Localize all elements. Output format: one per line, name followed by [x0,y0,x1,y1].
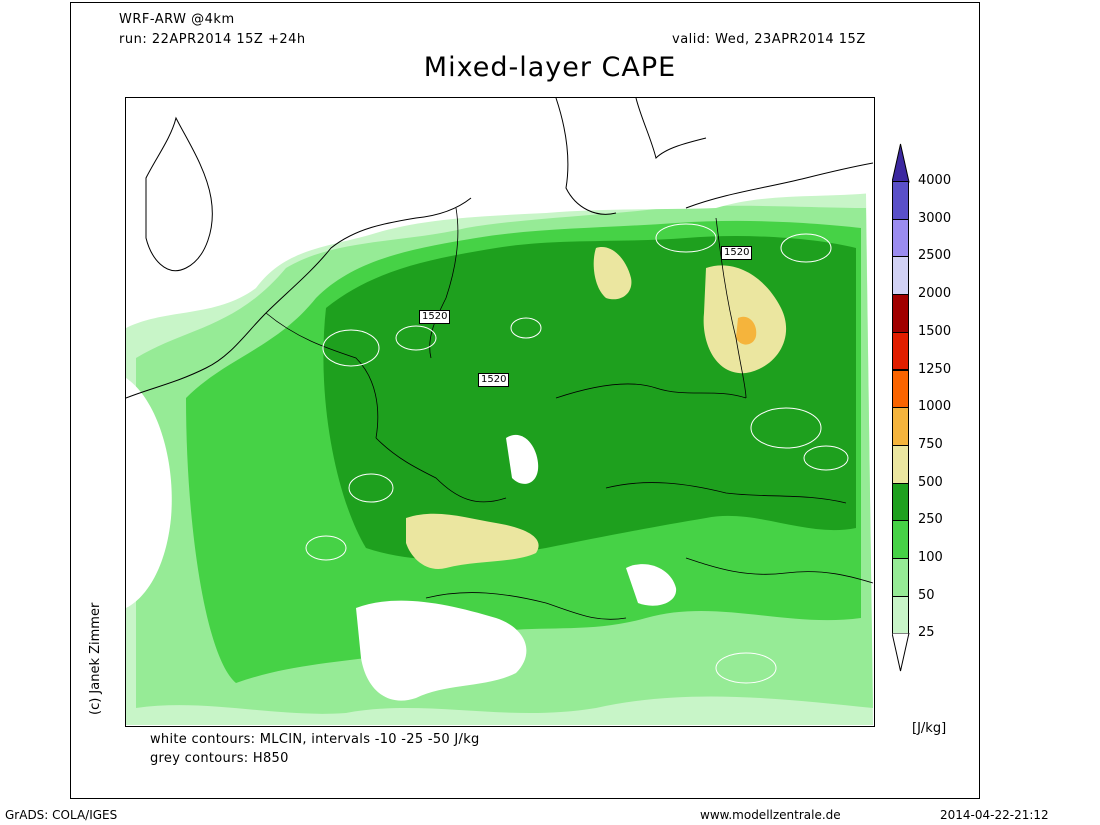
cape-area-250 [323,236,856,560]
cape-map: 1520 1520 1520 [125,97,875,727]
copyright: (c) Janek Zimmer [88,602,103,715]
colorbar-label: 2500 [918,248,952,264]
no-cape-area [126,98,873,328]
colorbar-label: 500 [918,474,943,490]
coastlines [126,98,873,399]
map-title: Mixed-layer CAPE [423,52,677,83]
cape-area-500 [406,513,539,569]
colorbar-label: 3000 [918,210,952,226]
colorbar-segment [892,482,909,522]
colorbar-segment [892,369,909,409]
colorbar-label: 4000 [918,173,952,188]
colorbar-units: [J/kg] [912,721,947,736]
colorbar-segment [892,595,909,635]
grey-contours-note: grey contours: H850 [150,751,289,766]
contour-label: 1520 [419,310,451,324]
colorbar-label: 1250 [918,361,952,377]
no-cape-area [126,378,172,608]
colorbar-segment [892,181,909,220]
colorbar-label: 250 [918,512,943,528]
white-contours-note: white contours: MLCIN, intervals -10 -25… [150,732,480,747]
footer-website: www.modellzentrale.de [700,808,841,822]
colorbar-label: 1000 [918,399,952,415]
model-name: WRF-ARW @4km [119,12,235,27]
country-borders [265,207,873,620]
colorbar-label: 50 [918,587,935,603]
colorbar-top-arrow [892,143,910,183]
no-cape-area [626,564,677,606]
colorbar-segment [892,444,909,484]
colorbar-label: 1500 [918,323,952,339]
colorbar-segment [892,331,909,371]
no-cape-area [356,600,527,701]
colorbar-segment [892,294,909,333]
valid-time: valid: Wed, 23APR2014 15Z [672,32,866,47]
footer-software: GrADS: COLA/IGES [5,808,118,822]
colorbar-label: 25 [918,625,935,641]
colorbar-segment [892,256,909,296]
cape-area-750 [736,316,757,345]
contour-label: 1520 [721,246,753,260]
cape-field [126,98,873,725]
colorbar-segment [892,218,909,258]
colorbar-segment [892,407,909,446]
cape-area-500 [593,247,632,300]
colorbar-segment [892,558,909,597]
contour-label: 1520 [478,373,510,387]
colorbar-label: 100 [918,550,943,565]
colorbar-segment [892,520,909,559]
figure-frame [70,2,980,799]
run-time: run: 22APR2014 15Z +24h [119,32,306,47]
mlcin-contours [305,223,849,684]
colorbar-label: 750 [918,436,943,452]
colorbar-bottom-arrow [892,633,910,672]
no-cape-area [506,434,539,484]
footer-timestamp: 2014-04-22-21:12 [940,808,1049,822]
colorbar-label: 2000 [918,286,952,302]
